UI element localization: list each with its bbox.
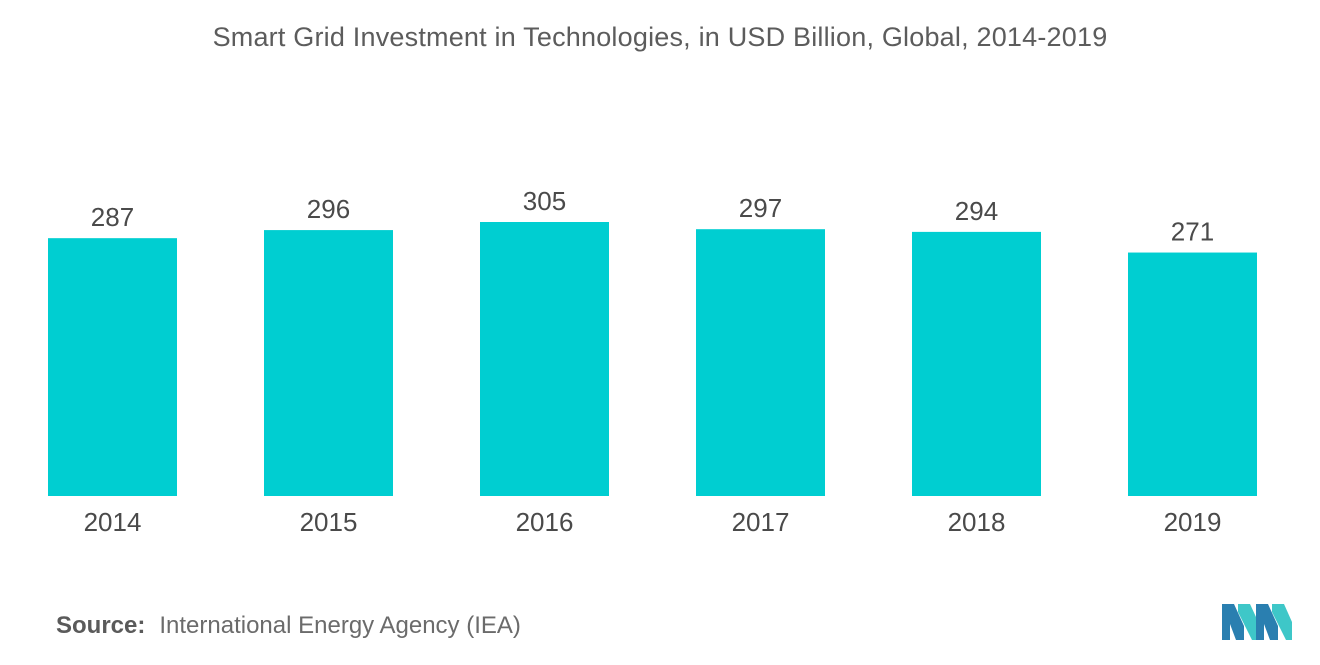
x-tick-label-2017: 2017	[732, 507, 790, 537]
data-label-2018: 294	[955, 196, 998, 226]
bar-2014	[48, 238, 177, 497]
source-note: Source: International Energy Agency (IEA)	[56, 612, 521, 640]
data-label-2015: 296	[307, 194, 350, 224]
bar-2015	[264, 230, 393, 496]
mordor-intelligence-logo-icon	[1222, 604, 1292, 640]
x-tick-label-2019: 2019	[1164, 507, 1222, 537]
data-label-2017: 297	[739, 193, 782, 223]
source-text: International Energy Agency (IEA)	[159, 612, 521, 639]
bar-2019	[1128, 252, 1257, 496]
chart-title: Smart Grid Investment in Technologies, i…	[212, 22, 1108, 52]
x-tick-label-2016: 2016	[516, 507, 574, 537]
x-tick-label-2018: 2018	[948, 507, 1006, 537]
x-tick-label-2014: 2014	[84, 507, 142, 537]
data-label-2019: 271	[1171, 217, 1214, 247]
bar-2017	[696, 229, 825, 496]
bar-chart: 287 2014 296 2015 305 2016 297 2017 294 2018 271 20…	[48, 186, 1257, 537]
bar-2018	[912, 231, 1041, 497]
data-label-2014: 287	[91, 202, 134, 232]
bar-2016	[480, 222, 609, 496]
data-label-2016: 305	[523, 186, 566, 216]
source-label: Source:	[56, 612, 146, 639]
x-tick-label-2015: 2015	[300, 507, 358, 537]
